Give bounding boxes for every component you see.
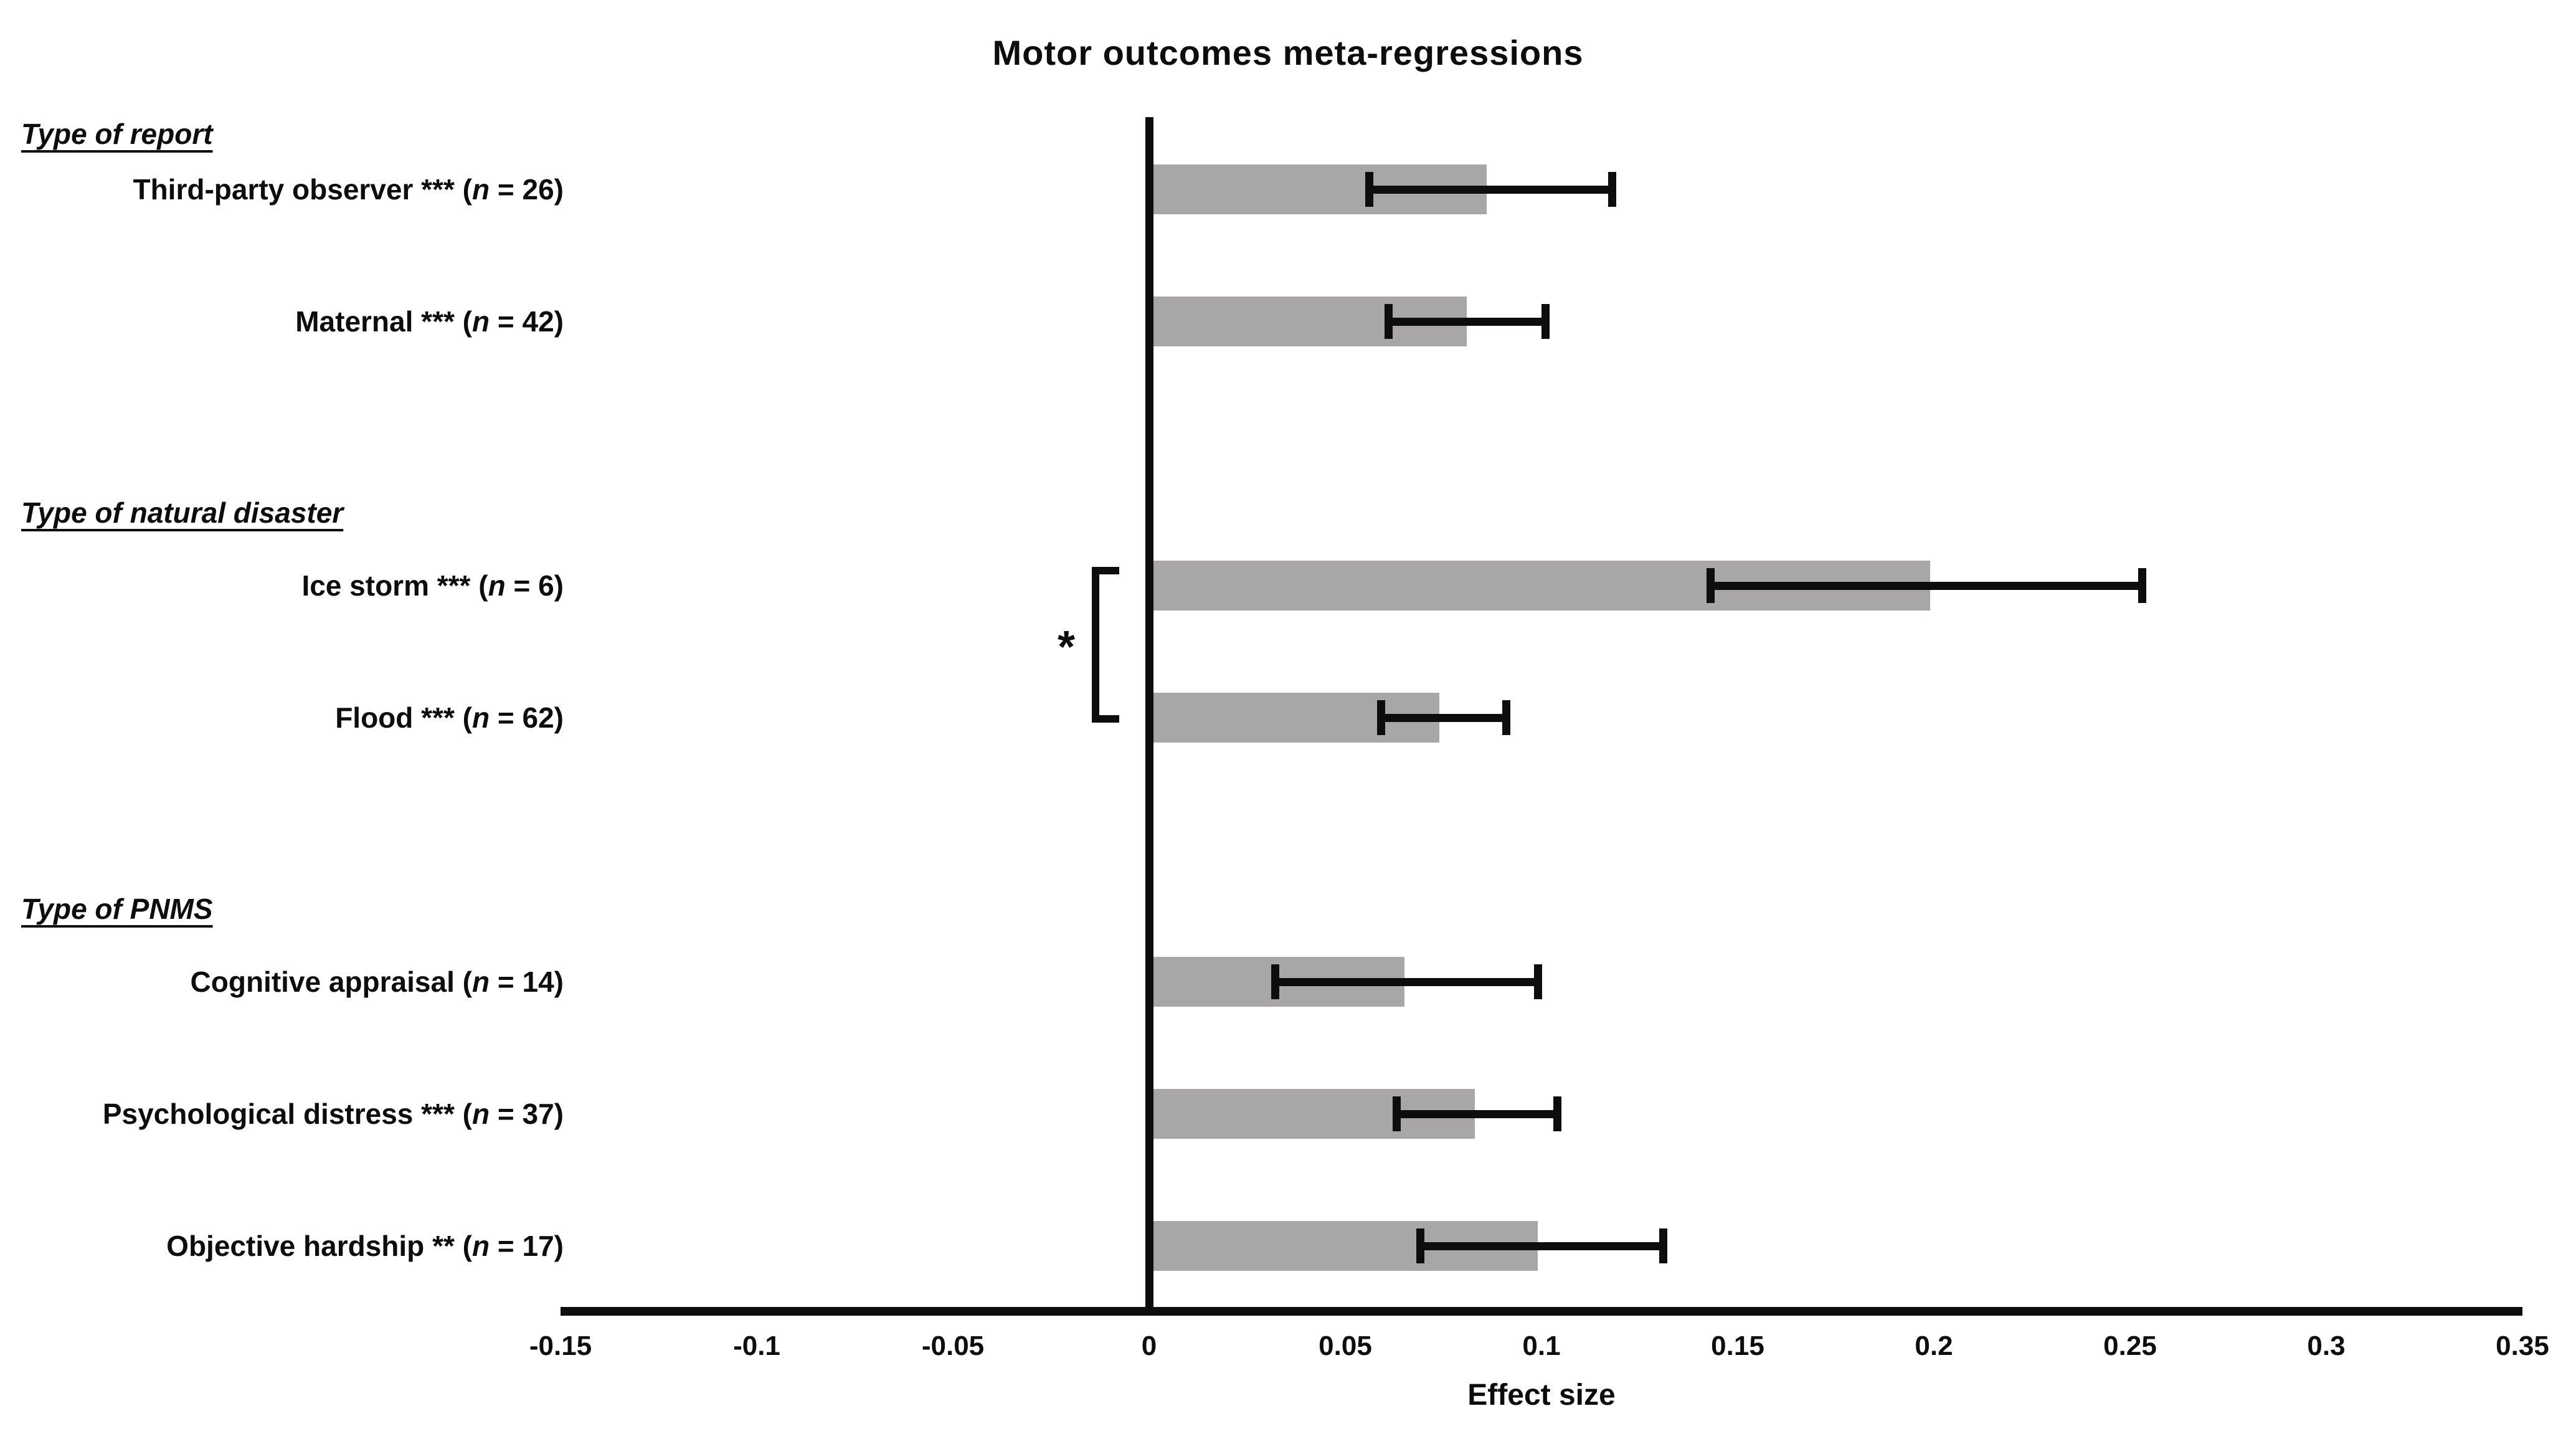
error-bar-cap-low [1365, 172, 1373, 207]
error-bar-cap-high [1553, 1096, 1562, 1131]
error-bar-line [1388, 318, 1546, 326]
error-bar-line [1380, 714, 1507, 722]
x-tick-label: 0 [1141, 1331, 1157, 1361]
x-axis-title: Effect size [1467, 1379, 1616, 1412]
x-tick-label: 0.3 [2307, 1331, 2346, 1361]
error-bar-line [1396, 1110, 1558, 1118]
error-bar-cap-high [1533, 964, 1542, 999]
significance-star: * [1057, 622, 1076, 672]
x-tick-label: 0.35 [2496, 1331, 2549, 1361]
error-bar-cap-low [1385, 304, 1393, 339]
comparison-bracket-bottom-hook [1092, 715, 1119, 723]
x-tick-label: 0.1 [1522, 1331, 1561, 1361]
row-label: Cognitive appraisal (n = 14) [190, 966, 564, 998]
x-tick-label: 0.15 [1711, 1331, 1764, 1361]
error-bar-line [1368, 186, 1612, 194]
error-bar-cap-high [1608, 172, 1617, 207]
x-axis-line [561, 1307, 2522, 1316]
group-header: Type of PNMS [21, 893, 213, 925]
comparison-bracket-top-hook [1092, 567, 1119, 574]
zero-axis-line [1145, 117, 1153, 1316]
error-bar-cap-low [1271, 964, 1279, 999]
x-tick-label: 0.25 [2103, 1331, 2157, 1361]
error-bar-cap-low [1706, 568, 1715, 603]
row-label: Psychological distress *** (n = 37) [102, 1098, 564, 1130]
error-bar-cap-high [2138, 568, 2146, 603]
x-tick-label: -0.15 [529, 1331, 592, 1361]
row-label: Ice storm *** (n = 6) [301, 569, 564, 602]
row-label: Flood *** (n = 62) [335, 701, 564, 734]
chart-title: Motor outcomes meta-regressions [992, 33, 1584, 72]
error-bar-line [1419, 1242, 1664, 1250]
group-header: Type of report [21, 118, 213, 150]
row-label: Third-party observer *** (n = 26) [133, 173, 564, 206]
row-label: Objective hardship ** (n = 17) [166, 1230, 564, 1262]
error-bar-line [1710, 582, 2142, 590]
x-tick-label: 0.2 [1915, 1331, 1953, 1361]
error-bar-cap-low [1416, 1228, 1424, 1263]
error-bar-cap-low [1392, 1096, 1401, 1131]
group-header: Type of natural disaster [21, 496, 344, 529]
error-bar-cap-high [1659, 1228, 1668, 1263]
row-label: Maternal *** (n = 42) [295, 305, 564, 338]
x-tick-label: -0.05 [921, 1331, 985, 1361]
error-bar-cap-low [1376, 700, 1385, 735]
x-tick-label: 0.05 [1319, 1331, 1372, 1361]
error-bar-cap-high [1541, 304, 1550, 339]
error-bar-cap-high [1502, 700, 1511, 735]
comparison-bracket-vline [1092, 567, 1099, 723]
x-tick-label: -0.1 [733, 1331, 780, 1361]
error-bar-line [1274, 978, 1538, 986]
